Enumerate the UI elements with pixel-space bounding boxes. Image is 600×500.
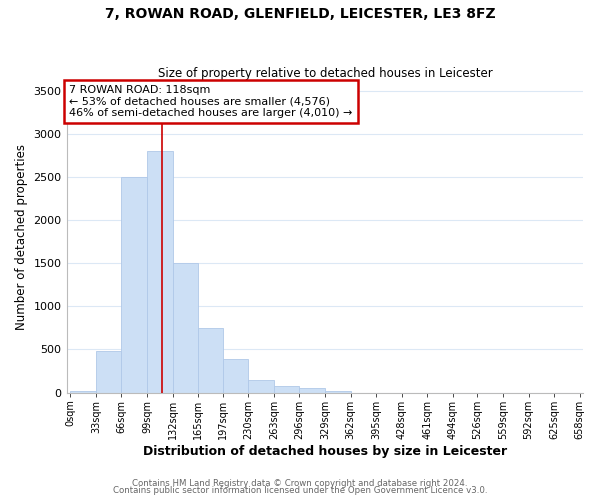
Y-axis label: Number of detached properties: Number of detached properties bbox=[15, 144, 28, 330]
Bar bbox=[147, 151, 173, 392]
Bar bbox=[198, 328, 223, 392]
Text: Contains HM Land Registry data © Crown copyright and database right 2024.: Contains HM Land Registry data © Crown c… bbox=[132, 478, 468, 488]
Text: Contains public sector information licensed under the Open Government Licence v3: Contains public sector information licen… bbox=[113, 486, 487, 495]
Bar bbox=[325, 391, 350, 392]
Bar bbox=[223, 359, 248, 392]
Bar bbox=[70, 391, 96, 392]
Bar bbox=[248, 380, 274, 392]
Bar bbox=[274, 386, 299, 392]
X-axis label: Distribution of detached houses by size in Leicester: Distribution of detached houses by size … bbox=[143, 444, 507, 458]
Text: 7 ROWAN ROAD: 118sqm
← 53% of detached houses are smaller (4,576)
46% of semi-de: 7 ROWAN ROAD: 118sqm ← 53% of detached h… bbox=[69, 85, 353, 118]
Bar bbox=[173, 263, 198, 392]
Bar bbox=[299, 388, 325, 392]
Title: Size of property relative to detached houses in Leicester: Size of property relative to detached ho… bbox=[158, 66, 493, 80]
Bar bbox=[96, 351, 121, 393]
Bar bbox=[121, 177, 147, 392]
Text: 7, ROWAN ROAD, GLENFIELD, LEICESTER, LE3 8FZ: 7, ROWAN ROAD, GLENFIELD, LEICESTER, LE3… bbox=[104, 8, 496, 22]
